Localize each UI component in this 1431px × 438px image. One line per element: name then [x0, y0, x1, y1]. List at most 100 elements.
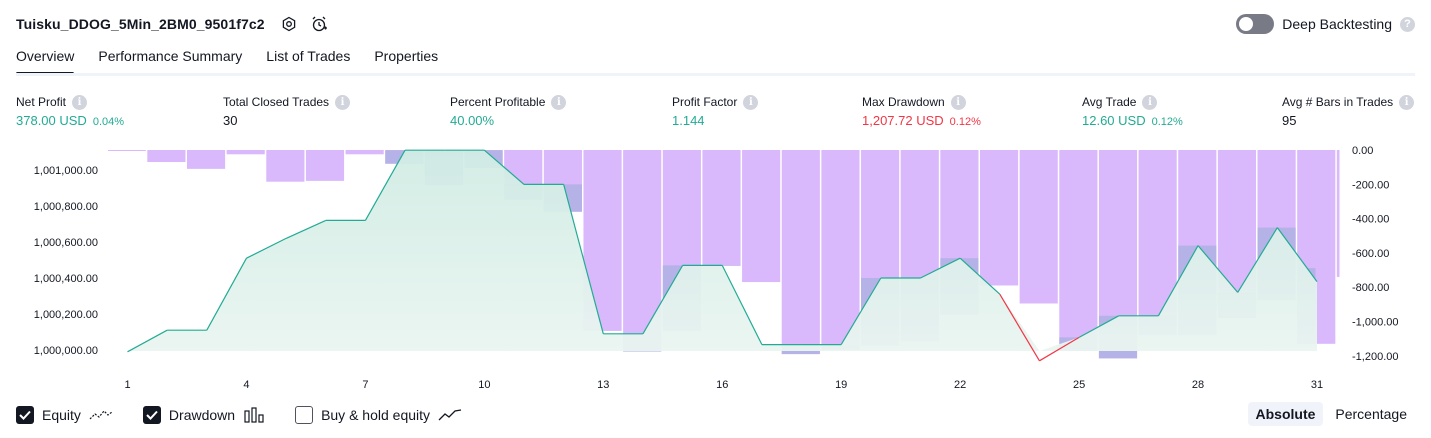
metric-net-profit: Net Profit i 378.00 USD 0.04%: [16, 94, 124, 128]
metric-percent-profitable: Percent Profitable i 40.00%: [450, 94, 567, 128]
x-axis-label: 31: [1311, 379, 1323, 391]
x-axis-label: 1: [124, 379, 130, 391]
equity-segment: [483, 149, 525, 185]
drawdown-bar: [147, 150, 186, 163]
drawdown-bar: [1019, 150, 1058, 304]
metric-percent: 0.12%: [949, 116, 981, 128]
equity-segment: [840, 277, 882, 345]
right-axis-label: -1,200.00: [1352, 351, 1398, 363]
toggle-buy-hold-equity[interactable]: Buy & hold equity: [295, 406, 462, 424]
equity-segment: [642, 265, 684, 335]
x-axis-label: 22: [954, 379, 966, 391]
metric-label-text: Max Drawdown: [862, 95, 945, 109]
metric-value: 40.00%: [450, 113, 566, 128]
metric-label: Percent Profitable i: [450, 94, 567, 110]
equity-segment: [563, 184, 604, 334]
settings-gear-icon[interactable]: [279, 14, 299, 34]
metric-label-text: Profit Factor: [672, 95, 738, 109]
checkbox-label: Buy & hold equity: [321, 407, 431, 423]
equity-segment: [1078, 315, 1120, 338]
right-axis-label: -400.00: [1352, 214, 1389, 226]
metric-label: Avg Trade i: [1082, 94, 1183, 110]
drawdown-bars-icon: [243, 407, 265, 423]
metric-value-text: 95: [1282, 113, 1297, 128]
metric-label: Total Closed Trades i: [223, 94, 351, 110]
metric-value-text: 1.144: [672, 113, 705, 128]
info-icon[interactable]: i: [950, 94, 966, 110]
metric-value-text: 12.60 USD: [1082, 113, 1146, 128]
mode-absolute-button[interactable]: Absolute: [1247, 402, 1324, 426]
x-axis-label: 19: [835, 379, 847, 391]
metric-value: 1.144: [672, 113, 758, 128]
left-axis-label: 1,000,000.00: [34, 345, 98, 357]
tab-overview[interactable]: Overview: [16, 48, 75, 75]
metric-value: 378.00 USD 0.04%: [16, 113, 124, 128]
metric-value: 95: [1282, 113, 1414, 128]
equity-segment: [1039, 336, 1080, 362]
metric-value: 1,207.72 USD 0.12%: [862, 113, 981, 128]
checkbox[interactable]: [295, 406, 314, 424]
equity-area: [127, 150, 1317, 351]
tab-performance-summary[interactable]: Performance Summary: [98, 48, 243, 64]
info-icon[interactable]: i: [335, 94, 351, 110]
equity-segment: [285, 219, 326, 239]
strategy-title: Tuisku_DDOG_5Min_2BM0_9501f7c2: [16, 16, 265, 32]
drawdown-bar: [1059, 150, 1098, 351]
drawdown-bar: [702, 150, 741, 266]
x-axis-label: 16: [716, 379, 728, 391]
metric-label-text: Total Closed Trades: [223, 95, 330, 109]
mode-percentage-button[interactable]: Percentage: [1335, 406, 1407, 422]
add-alert-icon[interactable]: [309, 14, 329, 34]
equity-line: [127, 149, 1318, 362]
tabs-divider: [16, 73, 1415, 76]
drawdown-bar: [266, 150, 305, 182]
equity-segment: [1237, 227, 1278, 293]
equity-segment: [999, 293, 1040, 362]
metrics-row: Net Profit i 378.00 USD 0.04% Total Closed T…: [16, 94, 1415, 134]
tab-properties[interactable]: Properties: [374, 48, 439, 64]
deep-backtesting-label: Deep Backtesting: [1282, 16, 1392, 32]
equity-segment: [721, 265, 763, 345]
metric-percent: 0.12%: [1151, 116, 1183, 128]
left-axis-label: 1,000,800.00: [34, 201, 98, 213]
help-icon[interactable]: ?: [1400, 16, 1415, 32]
report-tabs: Overview Performance Summary List of Trade…: [16, 48, 439, 75]
left-axis-label: 1,000,600.00: [34, 237, 98, 249]
metric-label: Net Profit i: [16, 94, 124, 110]
buy-hold-line-icon: [438, 408, 462, 422]
x-axis-label: 7: [362, 379, 368, 391]
right-axis-label: -200.00: [1352, 179, 1389, 191]
toggle-drawdown[interactable]: Drawdown: [142, 406, 265, 424]
right-axis-label: -600.00: [1352, 248, 1389, 260]
drawdown-bar: [1336, 150, 1340, 277]
metric-value: 30: [223, 113, 350, 128]
info-icon[interactable]: i: [72, 94, 88, 110]
deep-backtesting-control: Deep Backtesting ?: [1236, 12, 1415, 36]
metric-value: 12.60 USD 0.12%: [1082, 113, 1183, 128]
checkbox[interactable]: [16, 406, 34, 424]
equity-segment: [246, 237, 287, 259]
equity-segment: [1197, 245, 1239, 293]
checkbox[interactable]: [142, 406, 161, 424]
equity-segment: [206, 257, 247, 331]
info-icon[interactable]: i: [1399, 94, 1415, 110]
info-icon[interactable]: i: [743, 94, 759, 110]
tab-list-of-trades[interactable]: List of Trades: [266, 48, 351, 64]
deep-backtesting-toggle[interactable]: [1236, 14, 1275, 34]
equity-segment: [959, 257, 1001, 295]
metric-value-text: 30: [223, 113, 238, 128]
metric-label-text: Avg Trade: [1082, 95, 1137, 109]
metric-value-text: 378.00 USD: [16, 113, 87, 128]
equity-segment: [1157, 245, 1199, 317]
x-axis-label: 25: [1073, 379, 1085, 391]
equity-segment: [1276, 227, 1318, 282]
info-icon[interactable]: i: [551, 94, 567, 110]
drawdown-bar: [781, 150, 820, 355]
metric-value-text: 40.00%: [450, 113, 495, 128]
chart-legend-toggles: Equity Drawdown Buy & hold equity: [16, 404, 462, 426]
toggle-equity[interactable]: Equity: [16, 406, 113, 424]
equity-segment: [364, 149, 406, 221]
x-axis-label: 10: [478, 379, 490, 391]
equity-line-icon: [89, 408, 113, 422]
info-icon[interactable]: i: [1142, 94, 1158, 110]
